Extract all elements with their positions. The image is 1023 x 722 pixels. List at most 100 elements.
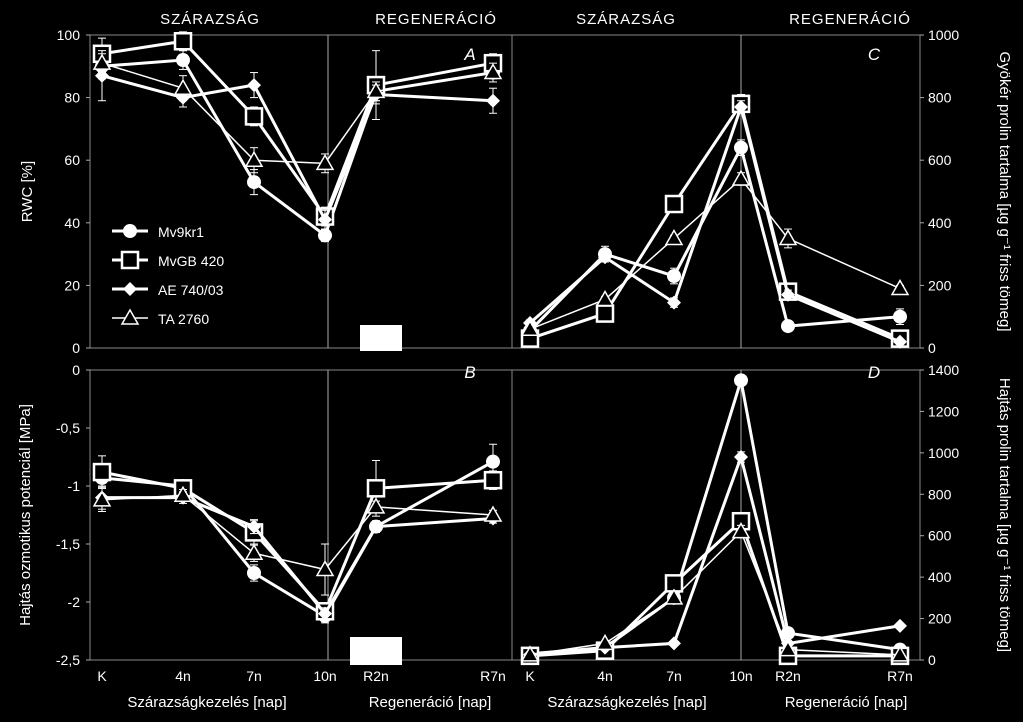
data-point (734, 450, 748, 464)
series-C-2 (523, 99, 907, 349)
series-line (529, 177, 901, 330)
panel-D: D 0 200 400 600 800 1000 1200 1400 Hajtás prolin … (511, 362, 1013, 684)
ytick-label: 1000 (928, 27, 959, 43)
panel-A: A 0 20 40 60 80 100 RWC [%] (19, 27, 513, 356)
data-point (369, 519, 383, 534)
header-left-regeneration: REGENERÁCIÓ (375, 11, 497, 28)
ytick-label: 800 (928, 486, 952, 502)
series-C-3 (520, 169, 910, 336)
series-line (101, 74, 494, 224)
xtick-label: R7n (887, 668, 913, 684)
ytick-label: 0 (72, 340, 80, 356)
legend-marker (120, 308, 140, 325)
chart-panels: A 0 20 40 60 80 100 RWC [%] B 0 -0,5 -1 -1,5 -2 -2,5 Ha… (17, 27, 1013, 684)
xtick-label: K (525, 668, 535, 684)
data-point (483, 470, 503, 490)
data-point (731, 169, 751, 186)
ytick-label: -1,5 (56, 536, 80, 552)
ytick-label: 1000 (928, 445, 959, 461)
data-point (778, 640, 798, 657)
xlabel-left-drought: Szárazságkezelés [nap] (127, 694, 286, 711)
ytick-label: 100 (57, 27, 81, 43)
xlabel-left-regeneration: Regeneráció [nap] (369, 694, 492, 711)
ytick-label: 40 (64, 215, 80, 231)
ytick-label: 80 (64, 90, 80, 106)
data-point (318, 212, 332, 227)
data-point (173, 485, 193, 503)
ytick-label: 200 (928, 277, 952, 293)
series-line (101, 494, 494, 571)
data-point (890, 279, 910, 296)
series-line (101, 62, 494, 165)
data-point (173, 32, 193, 51)
header-left-drought: SZÁRAZSÁG (160, 11, 260, 28)
data-point (893, 334, 907, 349)
data-point (366, 497, 386, 514)
data-point (667, 269, 681, 284)
data-point (595, 633, 615, 651)
series-B-3 (92, 485, 503, 596)
data-point (734, 99, 748, 114)
panel-letter-D: D (868, 363, 880, 382)
xtick-label: 4n (597, 668, 613, 684)
legend-marker (123, 224, 137, 238)
series-line (529, 530, 901, 656)
legend-marker (120, 250, 140, 270)
series-line (529, 100, 901, 341)
data-point (781, 319, 795, 334)
series-line (529, 101, 901, 344)
ytick-label: 20 (64, 277, 80, 293)
data-point (486, 93, 500, 108)
series-line (529, 451, 901, 657)
data-point (893, 309, 907, 324)
panel-letter-A: A (463, 45, 475, 64)
data-point (595, 289, 615, 307)
series-A-3 (92, 53, 503, 174)
data-point (176, 53, 190, 68)
ytick-label: 200 (928, 611, 952, 627)
ytick-label: 60 (64, 152, 80, 168)
series-D-3 (520, 522, 910, 662)
data-point (315, 560, 335, 577)
data-point (664, 588, 684, 605)
panel-letter-C: C (868, 45, 881, 64)
panel-letter-B: B (464, 363, 475, 382)
data-point (92, 490, 112, 507)
xtick-label: R7n (480, 668, 506, 684)
xtick-label: 7n (246, 668, 262, 684)
xtick-label: 10n (729, 668, 752, 684)
legend-marker (123, 282, 137, 296)
header-right-drought: SZÁRAZSÁG (576, 11, 676, 28)
ytick-label: 0 (72, 362, 80, 378)
header-right-regeneration: REGENERÁCIÓ (789, 11, 911, 28)
legend: Mv9kr1 MvGB 420 AE 740/03 TA 2760 (112, 224, 224, 327)
data-point (247, 175, 261, 190)
legend-label-1: MvGB 420 (158, 253, 224, 269)
ytick-label: 0 (928, 340, 936, 356)
data-point (247, 519, 261, 534)
data-point (483, 63, 503, 80)
data-point (734, 373, 748, 388)
series-line (101, 39, 494, 220)
xtick-label: K (97, 668, 107, 684)
data-point (664, 194, 684, 214)
xtick-label: 4n (175, 668, 191, 684)
data-point (247, 566, 261, 580)
xtick-label: 7n (666, 668, 682, 684)
legend-label-3: TA 2760 (158, 311, 209, 327)
ylabel-B: Hajtás ozmotikus potenciál [MPa] (17, 404, 34, 626)
blank-box-bottom (350, 637, 402, 665)
blank-box-top (360, 325, 402, 351)
ytick-label: -1 (68, 478, 81, 494)
xlabel-right-regeneration: Regeneráció [nap] (785, 694, 908, 711)
panel-B: B 0 -0,5 -1 -1,5 -2 -2,5 Hajtás ozmotikus poten… (17, 362, 513, 684)
data-point (667, 295, 681, 310)
data-point (598, 250, 612, 265)
data-point (520, 319, 540, 336)
ylabel-D: Hajtás prolin tartalma [µg g⁻¹ friss töm… (996, 378, 1013, 652)
data-point (781, 287, 795, 302)
data-point (244, 150, 264, 167)
ylabel-C: Gyökér prolin tartalma [µg g⁻¹ friss töm… (996, 52, 1013, 332)
panel-C: C 0 200 400 600 800 1000 Gyökér prolin tartalma… (511, 27, 1013, 356)
